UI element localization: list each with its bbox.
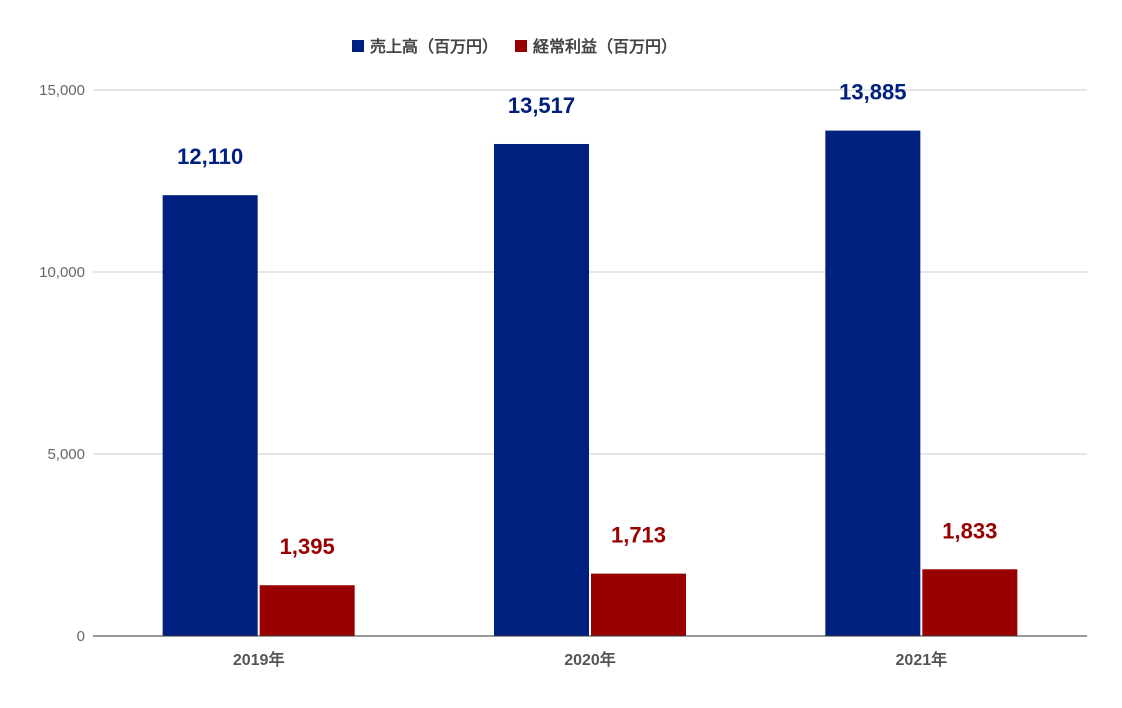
data-label: 13,885 <box>839 80 906 105</box>
bar <box>259 585 355 636</box>
bars-layer <box>162 130 1018 637</box>
y-tick-label: 5,000 <box>47 446 85 463</box>
bar <box>922 569 1018 636</box>
legend-label: 売上高（百万円） <box>370 37 498 56</box>
data-label: 12,110 <box>177 144 243 169</box>
data-label: 1,833 <box>942 518 997 543</box>
legend: 売上高（百万円） 経常利益（百万円） <box>352 37 677 56</box>
x-tick-label: 2020年 <box>564 650 616 669</box>
data-label: 1,395 <box>280 534 335 559</box>
legend-label: 経常利益（百万円） <box>533 37 677 56</box>
x-tick-label: 2019年 <box>233 650 285 669</box>
data-label: 1,713 <box>611 523 666 548</box>
axis-layer: 0 5,000 10,000 15,000 2019年 2020年 2021年 <box>39 82 1087 669</box>
grid-layer <box>93 89 1087 455</box>
bar <box>162 195 258 637</box>
bar <box>494 143 589 636</box>
y-tick-label: 15,000 <box>39 82 85 99</box>
bar <box>591 573 686 636</box>
bar <box>825 130 921 636</box>
y-tick-label: 0 <box>77 628 85 645</box>
legend-swatch <box>515 40 527 52</box>
data-label: 13,517 <box>508 93 575 118</box>
labels-layer: 12,110 1,395 13,517 1,713 13,885 1,833 <box>177 80 997 560</box>
legend-swatch <box>352 40 364 52</box>
y-tick-label: 10,000 <box>39 264 85 281</box>
x-tick-label: 2021年 <box>896 650 948 669</box>
